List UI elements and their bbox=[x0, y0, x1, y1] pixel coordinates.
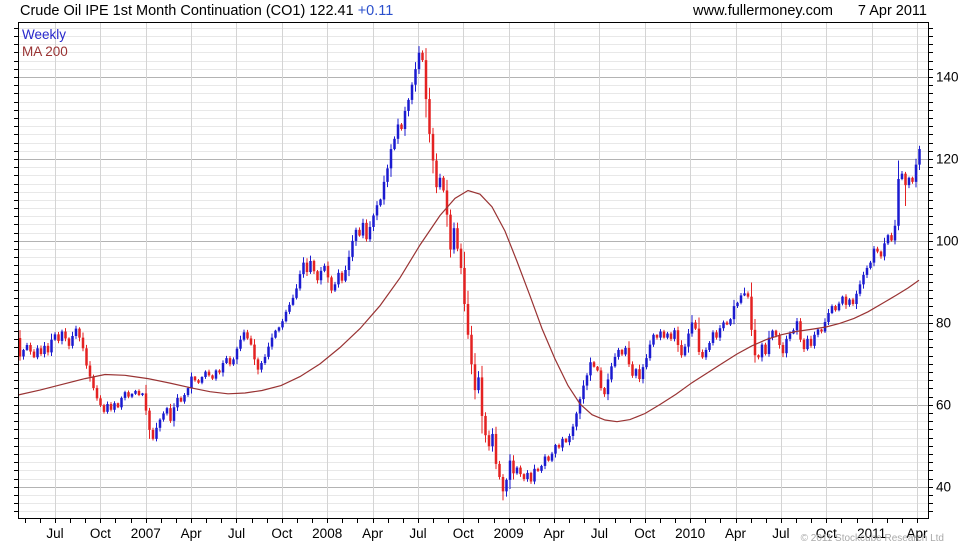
x-axis-label: Jul bbox=[46, 526, 63, 541]
x-axis-label: Apr bbox=[362, 526, 384, 541]
x-axis-label: Apr bbox=[544, 526, 566, 541]
x-axis-label: Jul bbox=[409, 526, 426, 541]
x-axis-label: 2009 bbox=[494, 526, 524, 541]
ma-line bbox=[17, 189, 920, 423]
x-axis-label: 2008 bbox=[312, 526, 342, 541]
x-axis-label: Apr bbox=[181, 526, 203, 541]
y-axis-label: 40 bbox=[936, 479, 951, 494]
gridlines bbox=[18, 22, 928, 518]
axis-ticks bbox=[14, 28, 933, 523]
x-axis-label: Jul bbox=[591, 526, 608, 541]
x-axis-label: Oct bbox=[816, 526, 837, 541]
x-axis-label: 2011 bbox=[857, 526, 886, 541]
x-axis-label: Oct bbox=[271, 526, 292, 541]
y-axis-label: 100 bbox=[936, 233, 959, 248]
chart-date: 7 Apr 2011 bbox=[857, 3, 927, 19]
y-axis-label: 120 bbox=[936, 151, 959, 166]
copyright-notice: © 2011 Stockcube Research Ltd bbox=[800, 533, 944, 544]
x-axis-label: Jul bbox=[228, 526, 245, 541]
x-axis-label: Oct bbox=[453, 526, 474, 541]
legend-interval: Weekly bbox=[22, 27, 67, 42]
x-axis-label: Apr bbox=[725, 526, 747, 541]
x-axis-label: 2007 bbox=[131, 526, 161, 541]
x-axis-label: Oct bbox=[90, 526, 111, 541]
y-axis-label: 80 bbox=[936, 315, 951, 330]
x-axis-label: 2010 bbox=[675, 526, 705, 541]
instrument-title: Crude Oil IPE 1st Month Continuation (CO… bbox=[20, 3, 354, 19]
x-axis-label: Apr bbox=[906, 526, 928, 541]
y-axis-label: 140 bbox=[936, 69, 959, 84]
x-axis-label: Oct bbox=[634, 526, 655, 541]
plot-border bbox=[18, 22, 929, 519]
axis-labels: 140 120 100 80 60 40 Jul Oct 2007 Apr Jul Oct 2008 Ap… bbox=[46, 69, 958, 541]
site-url: www.fullermoney.com bbox=[693, 3, 833, 19]
chart-title: Crude Oil IPE 1st Month Continuation (CO… bbox=[20, 3, 393, 19]
x-axis-label: Jul bbox=[772, 526, 789, 541]
legend-ma: MA 200 bbox=[22, 44, 68, 59]
y-axis-label: 60 bbox=[936, 397, 951, 412]
price-change: +0.11 bbox=[357, 3, 394, 19]
candlesticks bbox=[18, 46, 921, 501]
